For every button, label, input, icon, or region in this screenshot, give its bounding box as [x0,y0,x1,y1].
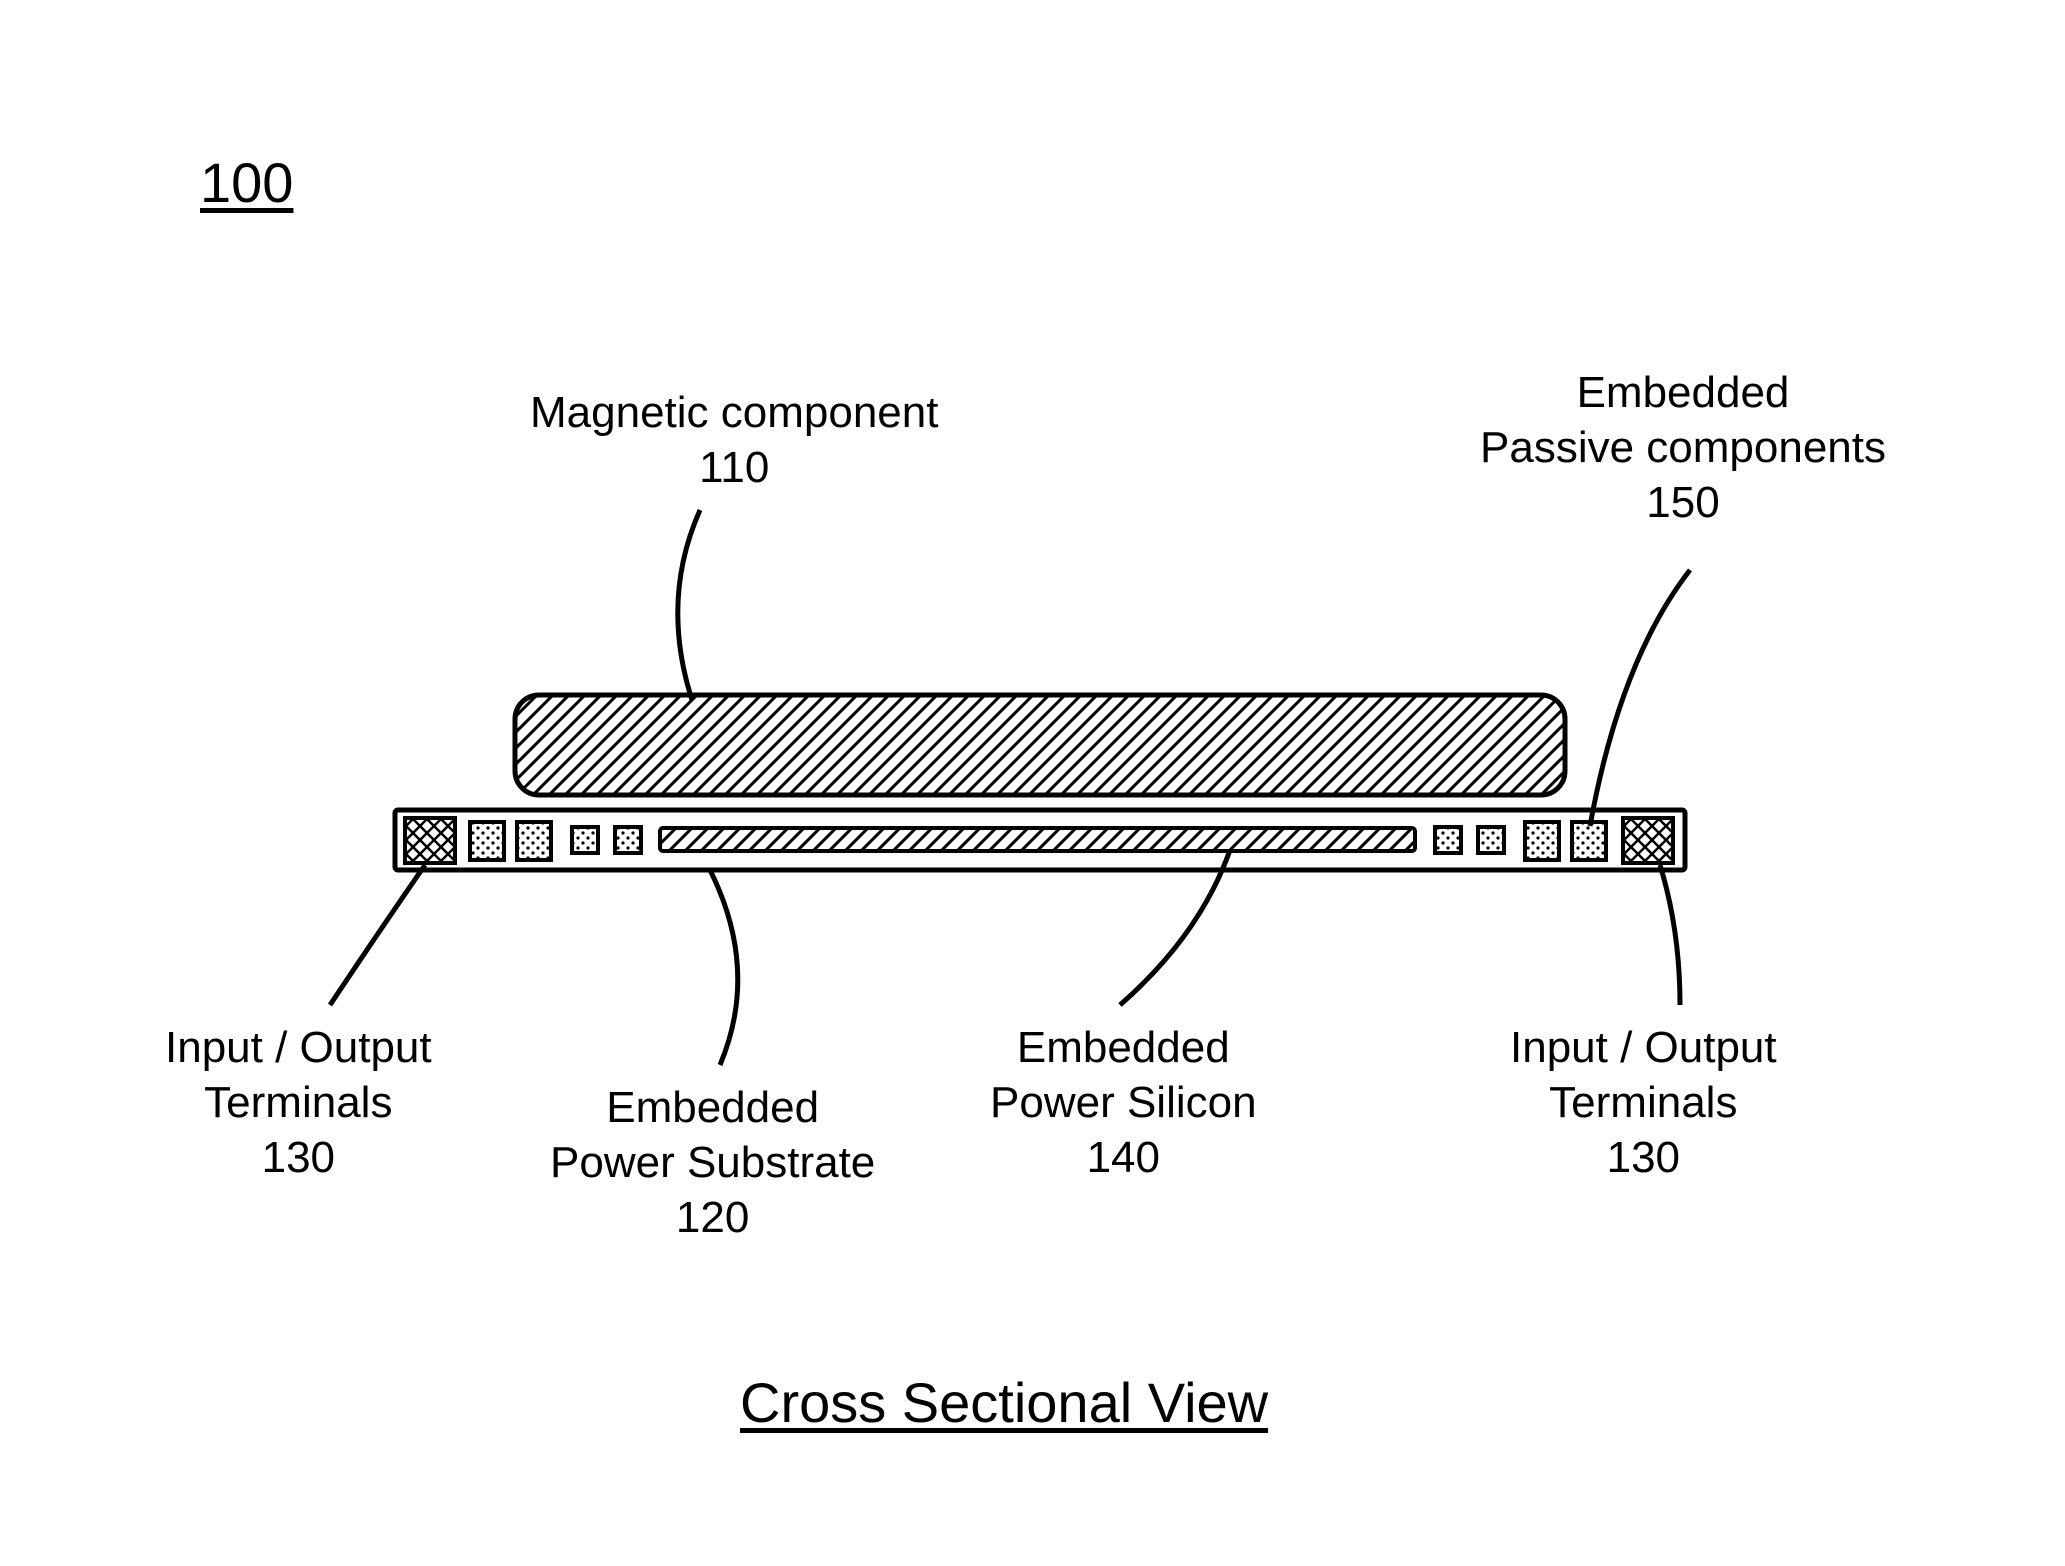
label-line: Terminals [1549,1078,1737,1127]
label-line: Embedded [1017,1023,1230,1072]
label-terminals-left: Input / Output Terminals 130 [165,1020,432,1185]
power-silicon [660,828,1415,851]
label-line: 130 [1607,1133,1680,1182]
label-line: Embedded [1577,368,1790,417]
passive-component [1478,827,1504,853]
magnetic-component [515,695,1565,795]
figure-caption: Cross Sectional View [740,1370,1268,1435]
leader-magnetic [678,510,700,700]
label-line: Power Substrate [550,1138,875,1187]
label-silicon: Embedded Power Silicon 140 [990,1020,1257,1185]
label-passive: Embedded Passive components 150 [1480,365,1886,530]
label-line: Passive components [1480,423,1886,472]
label-line: 120 [676,1193,749,1242]
cross-section-diagram [0,0,2065,1566]
passive-component [517,822,551,860]
passive-component [572,827,598,853]
passive-component [615,827,641,853]
terminal-right [1623,818,1673,863]
label-line: 150 [1646,478,1719,527]
label-magnetic: Magnetic component 110 [530,385,938,495]
label-line: Terminals [204,1078,392,1127]
passive-component [1435,827,1461,853]
label-line: 140 [1087,1133,1160,1182]
passive-component [1572,822,1606,860]
label-line: 130 [262,1133,335,1182]
leader-silicon [1120,850,1230,1005]
terminal-left [405,818,455,863]
label-line: Input / Output [165,1023,432,1072]
leader-substrate [710,870,738,1065]
label-line: Embedded [606,1083,819,1132]
passive-component [470,822,504,860]
label-terminals-right: Input / Output Terminals 130 [1510,1020,1777,1185]
label-substrate: Embedded Power Substrate 120 [550,1080,875,1245]
leader-terms-right [1660,865,1680,1005]
leader-passive [1590,570,1690,826]
passive-component [1525,822,1559,860]
label-line: Input / Output [1510,1023,1777,1072]
leader-terms-left [330,865,425,1005]
label-line: 110 [699,443,769,492]
label-line: Power Silicon [990,1078,1257,1127]
label-line: Magnetic component [530,388,938,437]
